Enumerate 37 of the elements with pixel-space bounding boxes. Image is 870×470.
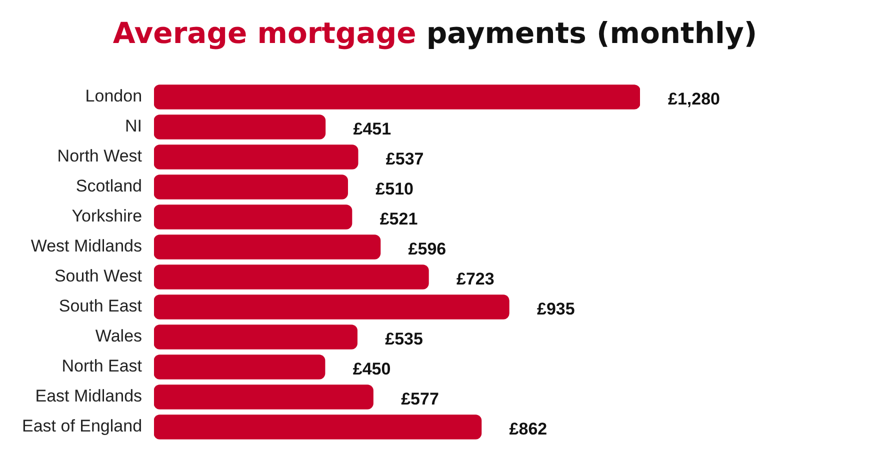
bar <box>154 84 640 110</box>
bar <box>154 324 358 350</box>
data-label: £537 <box>386 150 424 169</box>
bar <box>154 414 482 440</box>
y-tick-label: Wales <box>95 326 142 346</box>
bar <box>154 384 374 410</box>
bar <box>154 354 326 380</box>
y-tick-label: East of England <box>22 416 142 436</box>
bar <box>154 234 381 260</box>
data-label: £510 <box>376 180 414 199</box>
bar <box>154 204 352 230</box>
data-label: £577 <box>401 390 439 409</box>
y-tick-label: South East <box>58 296 142 316</box>
y-tick-label: North East <box>62 356 142 376</box>
data-label: £862 <box>509 420 548 439</box>
data-label: £723 <box>456 270 494 289</box>
data-label: £935 <box>537 300 575 319</box>
data-label: £450 <box>352 360 391 379</box>
bar <box>154 294 510 320</box>
data-label: £1,280 <box>668 90 720 109</box>
y-tick-label: NI <box>125 116 142 136</box>
y-tick-label: East Midlands <box>35 386 142 406</box>
bar <box>154 144 358 170</box>
y-tick-label: South West <box>54 266 142 286</box>
data-label: £596 <box>408 240 446 259</box>
y-tick-label: Yorkshire <box>72 206 142 226</box>
y-tick-label: North West <box>57 146 142 166</box>
chart-title: Average mortgage payments (monthly) <box>112 16 758 50</box>
data-label: £535 <box>385 330 423 349</box>
data-label: £521 <box>380 210 418 229</box>
data-label: £451 <box>353 120 392 139</box>
bar <box>154 174 348 200</box>
bar <box>154 114 326 140</box>
y-tick-label: London <box>85 86 142 106</box>
y-tick-label: West Midlands <box>30 236 142 256</box>
bar <box>154 264 429 290</box>
y-tick-label: Scotland <box>76 176 142 196</box>
